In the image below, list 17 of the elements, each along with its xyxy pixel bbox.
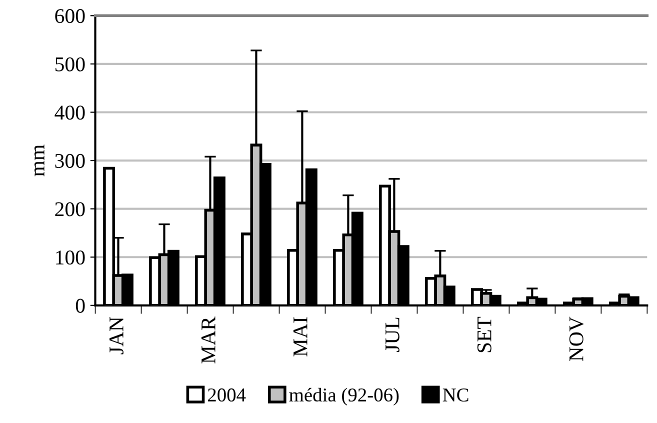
y-tick-label: 200 (55, 202, 85, 216)
legend-label: 2004 (208, 388, 246, 402)
x-tick-label: JUL (386, 318, 400, 352)
y-tick-label: 600 (55, 9, 85, 24)
x-tick-label: JAN (110, 316, 124, 354)
y-tick-label: 300 (55, 154, 85, 168)
y-tick-label: 400 (54, 106, 85, 120)
legend-label: NC (442, 388, 468, 402)
y-tick-label: 0 (76, 298, 85, 313)
y-tick-label: 100 (56, 250, 85, 265)
x-tick-label: MAR (201, 316, 216, 364)
y-axis-title: mm (34, 144, 44, 176)
y-tick-label: 500 (56, 57, 85, 72)
x-tick-label: SET (477, 316, 492, 352)
x-tick-label: MAI (293, 317, 308, 356)
x-tick-label: NOV (569, 316, 584, 362)
legend-label: média (92-06) (289, 388, 399, 406)
